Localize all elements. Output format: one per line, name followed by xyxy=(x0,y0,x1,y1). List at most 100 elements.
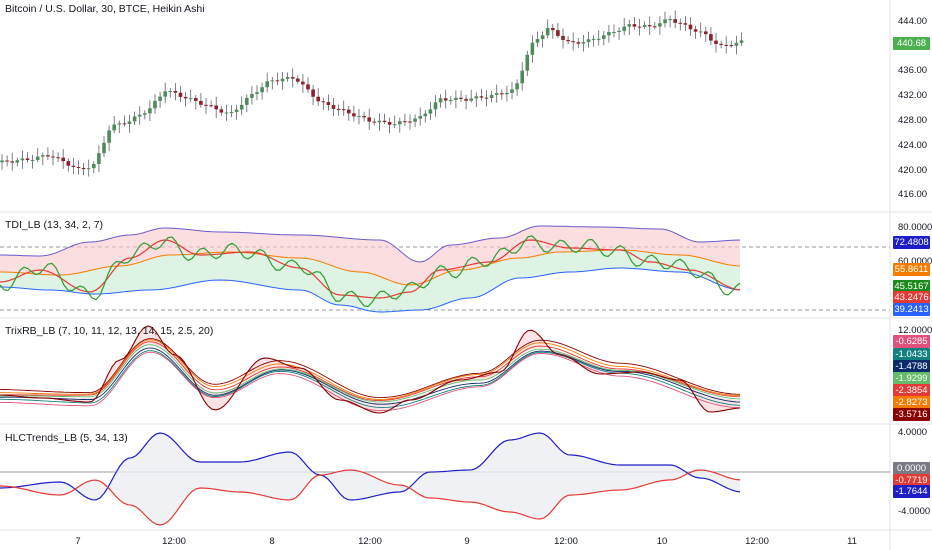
candle-body xyxy=(255,92,259,94)
candle-body xyxy=(260,87,264,93)
candle-body xyxy=(204,104,208,106)
time-axis-label: 12:00 xyxy=(554,536,578,547)
candle-body xyxy=(10,161,14,163)
candle-body xyxy=(56,157,60,159)
candle-body xyxy=(20,158,25,161)
candle-body xyxy=(188,98,193,100)
candle-body xyxy=(428,109,433,114)
candle-body xyxy=(321,101,326,103)
candle-body xyxy=(586,39,591,43)
tdi-upper-fill xyxy=(0,226,740,285)
candle-body xyxy=(137,114,142,117)
candle-body xyxy=(122,123,127,125)
value-tag: -1.4788 xyxy=(893,360,930,373)
hlc-fill xyxy=(0,433,740,525)
y-axis-tick: -4.0000 xyxy=(898,506,931,517)
value-tag: -0.7719 xyxy=(893,474,930,487)
candle-body xyxy=(127,121,132,124)
trix-line xyxy=(0,338,741,399)
value-tag: 0.0000 xyxy=(893,462,930,475)
value-tag: 45.5167 xyxy=(893,280,930,293)
value-tag: -3.5716 xyxy=(893,408,930,421)
candle-body xyxy=(576,42,581,44)
candle-body xyxy=(168,90,173,92)
candle-body xyxy=(46,155,50,157)
value-tag: -1.9299 xyxy=(893,372,930,385)
trix-line xyxy=(0,339,741,400)
candle-body xyxy=(433,102,438,110)
candle-body xyxy=(719,43,723,45)
tdi-rsi-line xyxy=(0,235,741,308)
value-tag: 39.2413 xyxy=(893,303,930,316)
candle-body xyxy=(199,100,203,105)
candle-body xyxy=(173,90,178,93)
candle-body xyxy=(688,24,693,30)
tdi-signal-line xyxy=(0,239,741,299)
value-tag: -2.8273 xyxy=(893,396,930,409)
candle-body xyxy=(372,121,377,123)
candle-body xyxy=(551,28,555,31)
candle-body xyxy=(97,153,101,164)
candle-body xyxy=(494,93,499,95)
y-axis-tick: 60.0000 xyxy=(898,256,932,267)
candle-body xyxy=(571,41,575,43)
candle-body xyxy=(102,142,106,154)
value-tag: -1.7644 xyxy=(893,485,930,498)
candle-body xyxy=(658,23,662,27)
candle-body xyxy=(301,81,305,85)
candle-body xyxy=(545,28,550,36)
candle-body xyxy=(275,80,280,82)
candle-body xyxy=(714,40,718,44)
candle-body xyxy=(178,92,183,97)
candle-body xyxy=(642,25,647,27)
candle-body xyxy=(61,157,65,162)
time-axis-label: 11 xyxy=(847,536,857,547)
time-axis-label: 8 xyxy=(269,536,275,547)
candle-body xyxy=(183,96,188,99)
candle-body xyxy=(520,70,524,84)
candle-body xyxy=(229,111,234,113)
candle-body xyxy=(92,163,96,169)
value-tag: 72.4808 xyxy=(893,236,930,249)
candle-body xyxy=(209,105,213,107)
candle-body xyxy=(153,100,157,109)
candle-body xyxy=(566,39,570,42)
candle-body xyxy=(35,156,40,160)
candle-body xyxy=(245,97,249,105)
candle-body xyxy=(622,26,626,31)
candle-body xyxy=(591,38,596,40)
candle-body xyxy=(724,44,728,46)
candle-body xyxy=(698,31,703,33)
candle-body xyxy=(510,89,514,93)
candle-body xyxy=(316,96,320,102)
candle-body xyxy=(387,121,392,125)
candle-body xyxy=(163,91,167,97)
candle-body xyxy=(15,160,20,163)
tdi-upper-band xyxy=(0,225,741,263)
candle-body xyxy=(734,42,739,46)
candle-body xyxy=(459,97,463,99)
candle-body xyxy=(500,93,504,95)
candle-body xyxy=(530,42,535,55)
candle-body xyxy=(285,77,290,79)
trix-line xyxy=(0,347,741,405)
candle-body xyxy=(112,124,116,131)
candle-body xyxy=(637,26,642,28)
candle-body xyxy=(413,118,417,122)
candle-body xyxy=(331,105,336,109)
candle-body xyxy=(336,108,341,110)
candle-body xyxy=(5,160,9,162)
time-axis-label: 9 xyxy=(464,536,470,547)
candle-body xyxy=(341,109,346,111)
candle-body xyxy=(729,45,734,47)
time-axis-label: 7 xyxy=(75,536,81,547)
candle-body xyxy=(290,77,295,79)
tdi-lower-band xyxy=(0,267,741,313)
y-axis-tick: 432.00 xyxy=(898,90,928,101)
candle-body xyxy=(71,165,76,168)
candle-body xyxy=(739,40,744,43)
trix-pane-title: TrixRB_LB (7, 10, 11, 12, 13, 14, 15, 2.… xyxy=(5,325,214,337)
time-axis-label: 10 xyxy=(656,536,668,547)
